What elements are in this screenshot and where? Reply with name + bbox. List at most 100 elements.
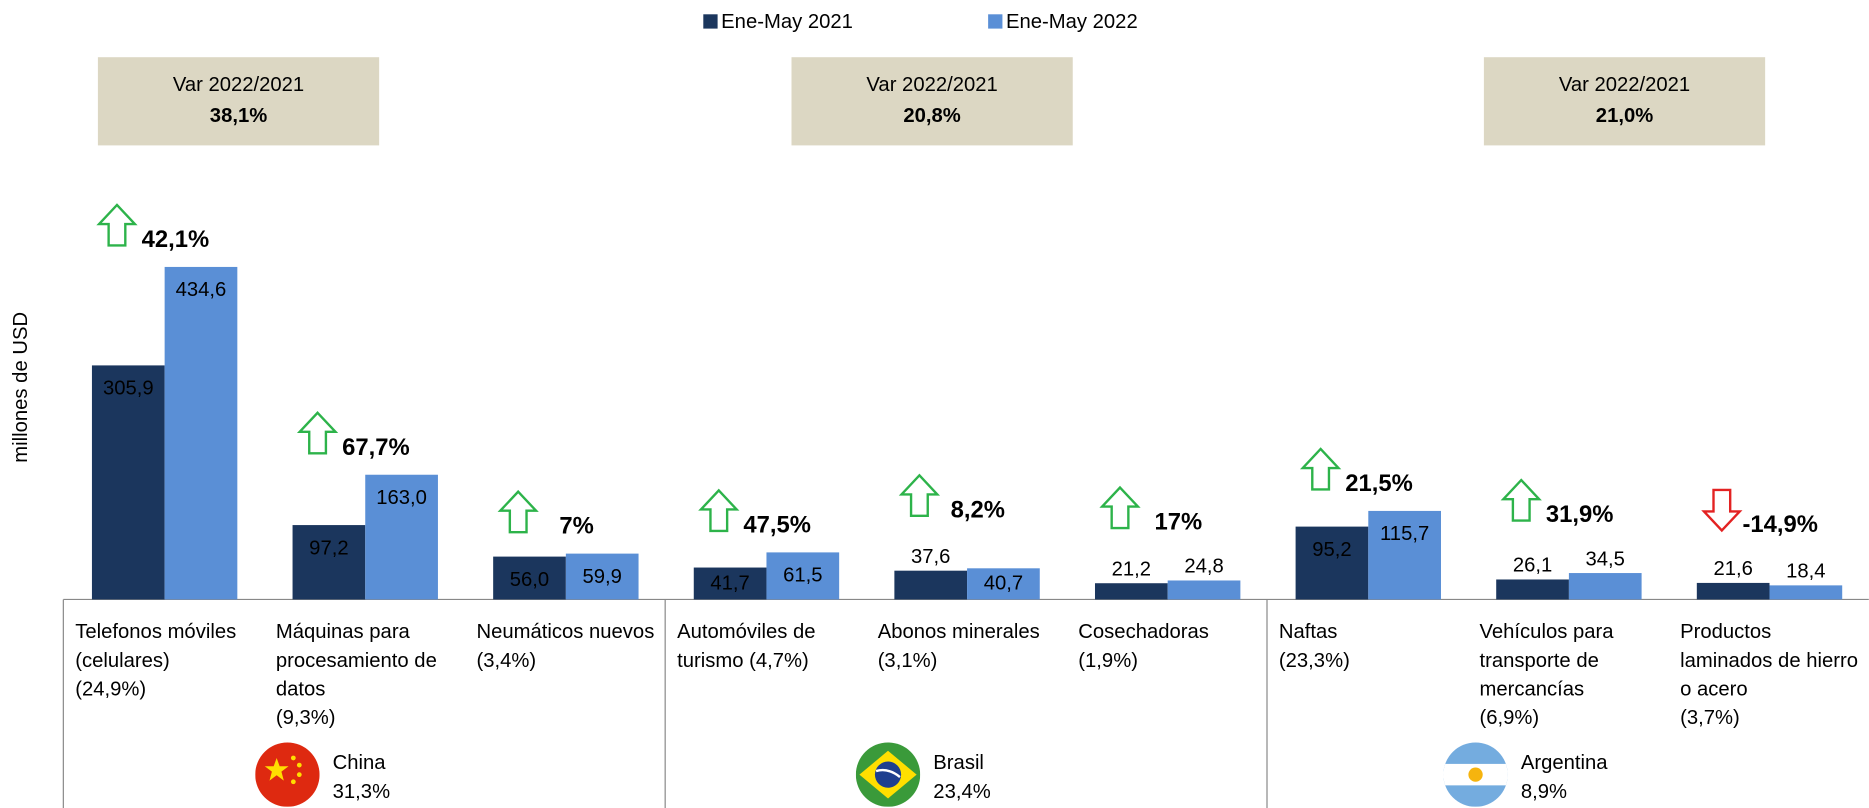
category-label: procesamiento de xyxy=(276,650,437,672)
bar xyxy=(894,570,968,600)
value-label: 115,7 xyxy=(1380,523,1429,545)
y-axis-label: millones de USD xyxy=(10,312,32,463)
bar xyxy=(365,474,438,600)
flag-argentina xyxy=(1443,742,1508,807)
category-label: (3,7%) xyxy=(1680,707,1740,729)
category-label: (9,3%) xyxy=(276,707,336,729)
change-label: 8,2% xyxy=(951,496,1005,523)
value-label: 24,8 xyxy=(1184,556,1223,578)
change-label: 31,9% xyxy=(1546,501,1614,528)
category-label: Naftas xyxy=(1279,621,1338,643)
group-name: China xyxy=(333,752,387,774)
category-label: mercancías xyxy=(1480,678,1585,700)
category-label: (24,9%) xyxy=(75,678,146,700)
category-label: Productos xyxy=(1680,621,1771,643)
category-label: Automóviles de xyxy=(677,621,815,643)
bar xyxy=(766,552,840,600)
group-share: 23,4% xyxy=(933,781,990,803)
category-label: laminados de hierro xyxy=(1680,650,1858,672)
category-label: (23,3%) xyxy=(1279,650,1350,672)
category-label: (celulares) xyxy=(75,650,170,672)
arrow-up xyxy=(497,489,539,534)
category-label: (3,1%) xyxy=(878,650,938,672)
value-label: 434,6 xyxy=(176,279,227,301)
arrow-up xyxy=(296,411,339,455)
bar xyxy=(1368,510,1441,600)
legend-swatch xyxy=(703,14,718,29)
change-label: 21,5% xyxy=(1345,470,1413,497)
category-label: Cosechadoras xyxy=(1078,621,1209,643)
group-name: Argentina xyxy=(1521,752,1608,774)
category-label: o acero xyxy=(1680,678,1748,700)
bar xyxy=(1496,579,1569,600)
bar xyxy=(1295,526,1369,600)
var-value: 38,1% xyxy=(210,105,267,127)
change-label: 42,1% xyxy=(142,226,210,253)
var-value: 21,0% xyxy=(1596,105,1653,127)
category-label: (6,9%) xyxy=(1480,707,1540,729)
bar xyxy=(493,556,566,600)
group-share: 8,9% xyxy=(1521,781,1567,803)
value-label: 41,7 xyxy=(710,572,749,594)
value-label: 21,2 xyxy=(1112,558,1151,580)
value-label: 26,1 xyxy=(1513,555,1552,577)
var-title: Var 2022/2021 xyxy=(1559,74,1690,96)
change-label: 67,7% xyxy=(342,434,410,461)
category-label: (3,4%) xyxy=(476,650,536,672)
legend-swatch xyxy=(988,14,1003,29)
bar xyxy=(1769,585,1843,600)
value-label: 59,9 xyxy=(582,566,621,588)
value-label: 34,5 xyxy=(1586,548,1625,570)
flag-china xyxy=(255,742,320,807)
bar xyxy=(91,365,165,600)
category-label: transporte de xyxy=(1480,650,1599,672)
var-box xyxy=(1483,57,1766,146)
group-name: Brasil xyxy=(933,752,984,774)
value-label: 305,9 xyxy=(103,378,154,400)
category-label: turismo (4,7%) xyxy=(677,650,809,672)
legend-label: Ene-May 2021 xyxy=(721,11,853,33)
var-value: 20,8% xyxy=(903,105,960,127)
arrow-up xyxy=(698,488,740,533)
bar xyxy=(1696,582,1770,600)
arrow-down xyxy=(1701,488,1743,533)
value-label: 61,5 xyxy=(783,565,822,587)
value-label: 95,2 xyxy=(1312,539,1351,561)
category-label: Neumáticos nuevos xyxy=(476,621,654,643)
bar xyxy=(1167,580,1241,600)
bar xyxy=(967,568,1040,600)
change-label: -14,9% xyxy=(1742,511,1818,538)
group-share: 31,3% xyxy=(333,781,390,803)
category-label: Telefonos móviles xyxy=(75,621,236,643)
category-label: Máquinas para xyxy=(276,621,411,643)
bar xyxy=(164,266,238,600)
var-title: Var 2022/2021 xyxy=(173,74,304,96)
change-label: 47,5% xyxy=(743,511,811,538)
change-label: 17% xyxy=(1155,509,1203,536)
bar xyxy=(292,525,366,600)
value-label: 56,0 xyxy=(510,569,549,591)
value-label: 40,7 xyxy=(984,572,1023,594)
category-label: Vehículos para xyxy=(1480,621,1615,643)
var-box xyxy=(97,57,380,146)
arrow-up xyxy=(1099,485,1141,530)
var-box xyxy=(791,57,1073,146)
bar xyxy=(1094,583,1168,600)
legend-label: Ene-May 2022 xyxy=(1006,11,1138,33)
category-label: Abonos minerales xyxy=(878,621,1040,643)
arrow-up xyxy=(1500,478,1542,522)
arrow-up xyxy=(96,203,138,247)
value-label: 21,6 xyxy=(1713,558,1752,580)
category-label: (1,9%) xyxy=(1078,650,1138,672)
bar xyxy=(1568,573,1642,600)
arrow-up xyxy=(1299,447,1342,491)
value-label: 37,6 xyxy=(911,546,950,568)
value-label: 163,0 xyxy=(376,487,427,509)
var-title: Var 2022/2021 xyxy=(866,74,997,96)
flag-brasil xyxy=(855,742,921,807)
value-label: 18,4 xyxy=(1786,561,1825,583)
bar xyxy=(565,553,639,600)
value-label: 97,2 xyxy=(309,537,348,559)
change-label: 7% xyxy=(559,513,593,540)
